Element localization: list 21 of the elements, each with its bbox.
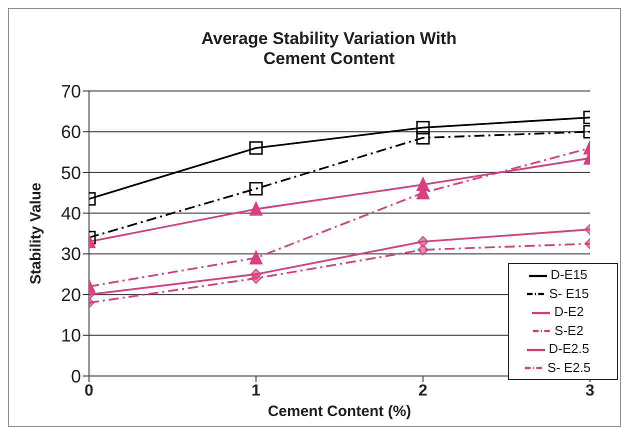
x-axis-title: Cement Content (%) [268, 403, 412, 420]
y-tick-label: 40 [60, 204, 81, 224]
x-tick-label: 0 [84, 382, 94, 400]
y-tick-label: 30 [60, 244, 81, 264]
y-tick-label: 10 [60, 326, 81, 346]
y-tick-label: 60 [60, 122, 81, 142]
x-tick-label: 3 [586, 382, 595, 400]
legend-label: S- E2.5 [547, 360, 591, 375]
y-axis-title: Stability Value [27, 182, 44, 284]
legend-label: D-E2.5 [548, 341, 590, 356]
chart-title: Average Stability Variation With Cement Content [200, 29, 458, 69]
x-tick-label: 1 [252, 382, 261, 400]
legend-label: S- E15 [549, 286, 589, 301]
y-tick-label: 50 [60, 162, 81, 183]
y-tick-label: 20 [60, 284, 81, 305]
y-tick-label: 0 [70, 366, 81, 386]
y-tick-label: 70 [60, 81, 81, 102]
legend-label: D-E15 [550, 267, 588, 282]
legend-label: S-E2 [554, 322, 584, 338]
legend-label: D-E2 [554, 304, 584, 320]
x-tick-label: 2 [418, 382, 428, 400]
